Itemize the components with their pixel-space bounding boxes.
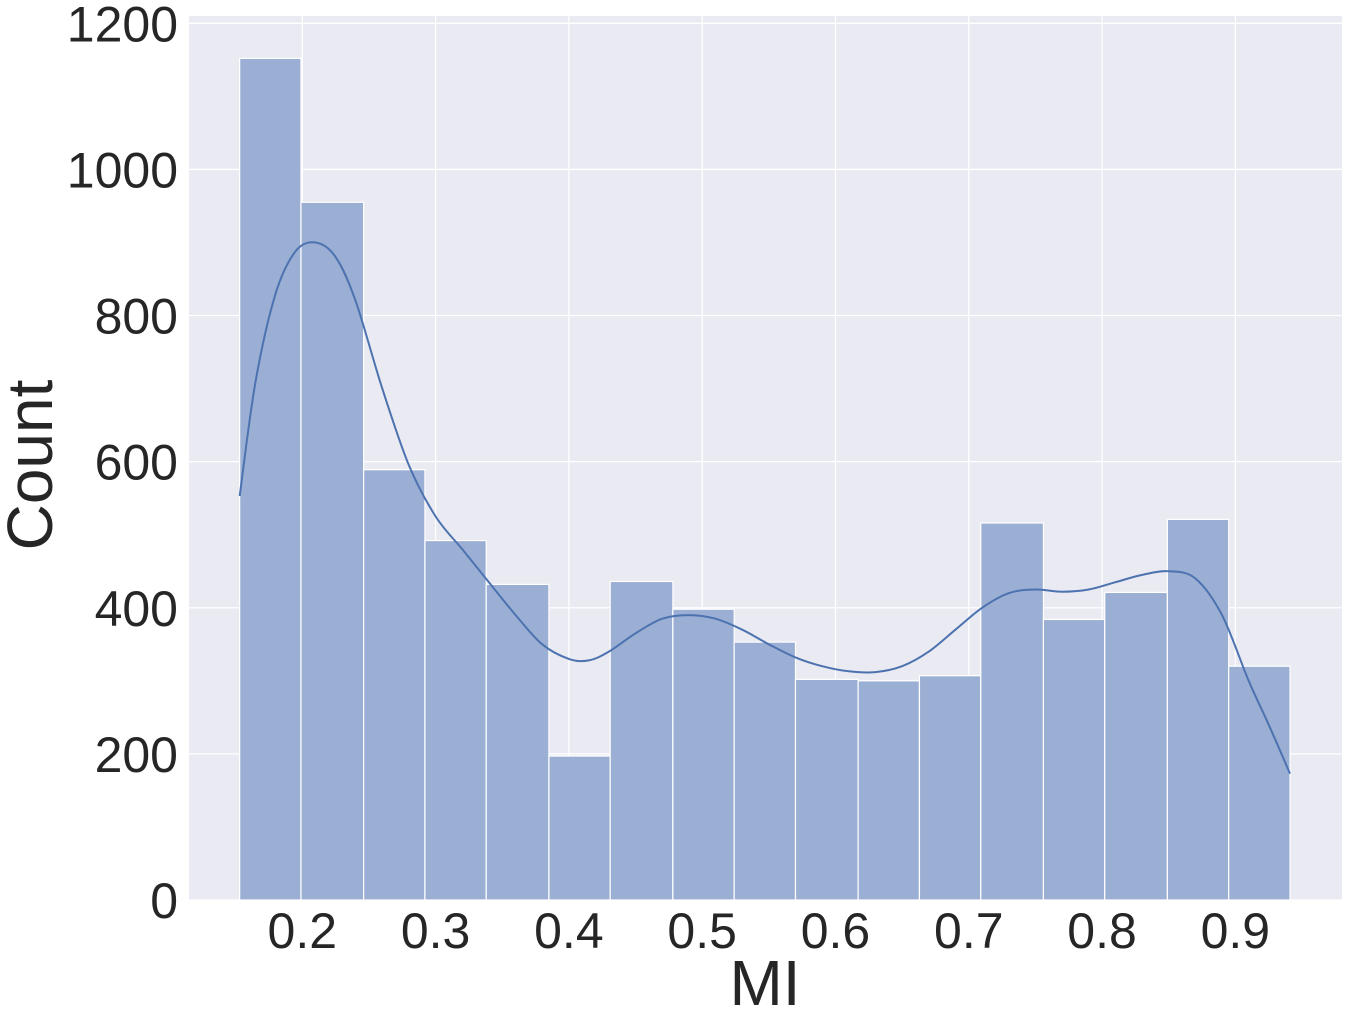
y-tick-label: 200 (95, 727, 178, 783)
histogram-bars (239, 57, 1291, 901)
histogram-bar-13 (1042, 618, 1106, 901)
histogram-bar-2 (363, 469, 426, 901)
x-axis-label: MI (729, 947, 800, 1019)
y-tick-label: 600 (95, 435, 178, 491)
y-axis-ticks: 0 200 400 600 800 1000 1200 (67, 0, 178, 929)
histogram-bar-12 (980, 522, 1045, 901)
histogram-bar-11 (918, 675, 982, 901)
histogram-bar-4 (485, 583, 550, 901)
y-axis-label: Count (0, 379, 66, 550)
x-tick-label: 0.6 (801, 903, 871, 959)
histogram-bar-8 (733, 641, 797, 901)
x-tick-label: 0.3 (401, 903, 471, 959)
y-tick-label: 0 (150, 873, 178, 929)
histogram-bar-1 (300, 201, 365, 901)
histogram-bar-3 (424, 539, 487, 901)
x-tick-label: 0.5 (667, 903, 737, 959)
y-tick-label: 400 (95, 581, 178, 637)
histogram-bar-6 (609, 580, 674, 901)
y-tick-label: 1200 (67, 0, 178, 52)
y-tick-label: 1000 (67, 142, 178, 198)
histogram-bar-5 (548, 755, 611, 901)
histogram-bar-10 (857, 680, 921, 901)
histogram-bar-15 (1166, 518, 1230, 901)
histogram-bar-14 (1104, 591, 1168, 901)
x-tick-label: 0.4 (534, 903, 604, 959)
kde-line (238, 241, 1291, 774)
kde-curve-group (238, 241, 1291, 774)
x-tick-label: 0.9 (1201, 903, 1271, 959)
histogram-bar-7 (672, 608, 735, 901)
histogram-bar-9 (794, 678, 859, 901)
x-tick-label: 0.8 (1067, 903, 1137, 959)
x-tick-label: 0.7 (934, 903, 1004, 959)
y-tick-label: 800 (95, 289, 178, 345)
x-axis-ticks: 0.2 0.3 0.4 0.5 0.6 0.7 0.8 0.9 (268, 903, 1271, 959)
histogram-bar-16 (1228, 665, 1291, 901)
x-tick-label: 0.2 (268, 903, 338, 959)
histogram-bar-0 (239, 57, 302, 901)
